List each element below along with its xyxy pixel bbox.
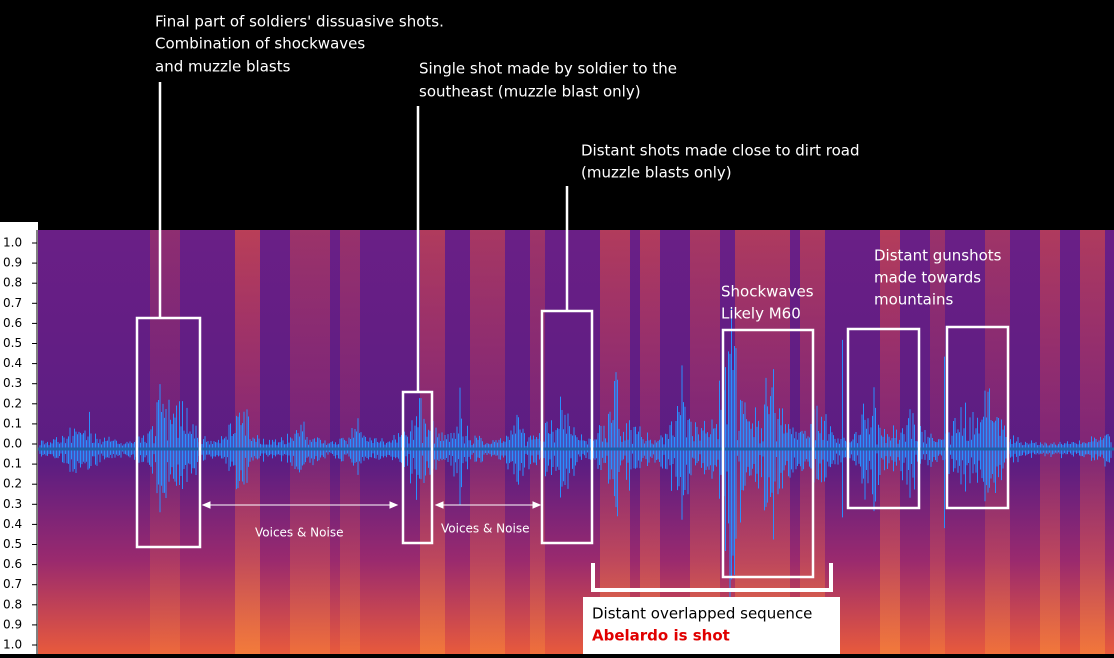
axis-label: 0.7: [3, 577, 22, 591]
annotation-text: southeast (muzzle blast only): [419, 83, 641, 101]
axis-label: 0.6: [3, 557, 22, 571]
top-bg: [0, 0, 1114, 230]
annotation-text: made towards: [874, 269, 981, 287]
annotation-shapes: [135, 82, 1010, 592]
axis-label: 0.9: [3, 256, 22, 270]
annotation-text: Shockwaves: [721, 283, 814, 301]
annotation-text: Final part of soldiers' dissuasive shots…: [155, 13, 444, 31]
axis-label: 0.2: [3, 477, 22, 491]
axis-label: 0.9: [3, 617, 22, 631]
axis-label: 0.1: [3, 457, 22, 471]
annotation-text: (muzzle blasts only): [581, 164, 732, 182]
callout-box: [583, 597, 840, 654]
axis-label: 0.7: [3, 296, 22, 310]
gap-arrows: [201, 501, 542, 509]
axis-label: 0.3: [3, 497, 22, 511]
annotation-text: and muzzle blasts: [155, 58, 291, 76]
axis-label: 0.3: [3, 376, 22, 390]
callout-highlight: Abelardo is shot: [592, 627, 730, 645]
annotation-text: mountains: [874, 291, 954, 309]
annotation-text: Likely M60: [721, 305, 801, 323]
annotation-text: Distant shots made close to dirt road: [581, 142, 860, 160]
annotation-text: Single shot made by soldier to the: [419, 60, 677, 78]
axis-label: 0.5: [3, 336, 22, 350]
axis-label: 0.5: [3, 537, 22, 551]
axis-label: 0.4: [3, 356, 22, 370]
axis: 1.0 0.9 0.8 0.7 0.6 0.5 0.4 0.3 0.2 0.1 0.0 0.1 0.2 0…: [3, 236, 37, 652]
axis-label: 0.2: [3, 396, 22, 410]
axis-label: 0.6: [3, 316, 22, 330]
axis-label: 1.0: [3, 638, 22, 652]
gap-label: Voices & Noise: [255, 526, 343, 540]
annotation-text: Distant gunshots: [874, 247, 1002, 265]
gap-label: Voices & Noise: [441, 522, 529, 536]
band: [930, 230, 945, 654]
callout-text: Distant overlapped sequence: [592, 605, 812, 623]
axis-label: 0.1: [3, 416, 22, 430]
axis-label: 0.0: [3, 437, 22, 451]
axis-label: 0.8: [3, 276, 22, 290]
axis-label: 0.8: [3, 597, 22, 611]
band: [1040, 230, 1060, 654]
annotation-text: Combination of shockwaves: [155, 35, 365, 53]
axis-bg: [0, 222, 38, 654]
axis-label: 0.4: [3, 517, 22, 531]
axis-label: 1.0: [3, 236, 22, 250]
